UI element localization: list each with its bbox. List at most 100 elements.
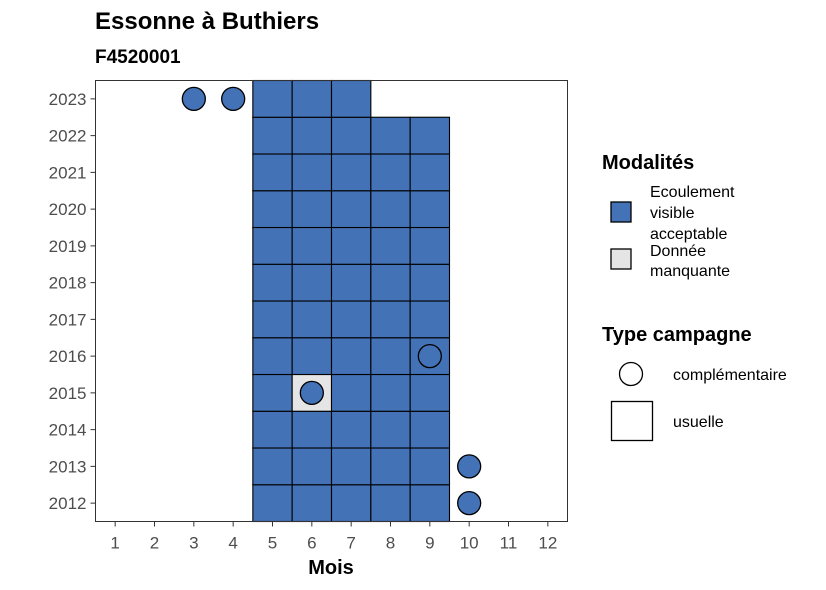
y-tick-label-2013: 2013 — [49, 457, 87, 476]
y-tick-label-2017: 2017 — [49, 310, 87, 329]
x-tick-label-8: 8 — [386, 534, 395, 553]
tile-2012-8 — [370, 484, 411, 523]
point-2023-3 — [181, 86, 206, 112]
tile-2014-5 — [252, 410, 293, 449]
x-tick-label-2: 2 — [150, 534, 159, 553]
point-2016-9 — [417, 343, 442, 369]
legend-key-complementaire — [618, 361, 644, 387]
y-tick-label-2012: 2012 — [49, 494, 87, 513]
y-tick-label-2022: 2022 — [49, 127, 87, 146]
x-axis: 1 2 3 4 5 6 7 8 9 10 11 12 — [110, 521, 557, 553]
tile-2022-7 — [330, 116, 372, 155]
legend-key-donnee-manquante — [610, 248, 632, 270]
tile-2021-5 — [252, 153, 293, 192]
tile-2017-9 — [409, 300, 451, 339]
y-tick-label-2015: 2015 — [49, 384, 87, 403]
x-tick-label-7: 7 — [346, 534, 355, 553]
tile-2022-9 — [409, 116, 451, 155]
y-tick-label-2023: 2023 — [49, 90, 87, 109]
tile-2021-9 — [409, 153, 451, 192]
x-tick-label-3: 3 — [189, 534, 198, 553]
y-axis: 2012 2013 2014 2015 2016 2017 2018 2019 2020 2021… — [49, 90, 96, 513]
tile-2022-6 — [291, 116, 333, 155]
legend-label-complementaire: complémentaire — [673, 367, 787, 384]
y-tick-label-2014: 2014 — [49, 421, 87, 440]
tile-2022-8 — [370, 116, 411, 155]
tile-2013-9 — [409, 447, 451, 486]
legend-label-donnee-line-1: Donnée — [650, 243, 706, 260]
tile-2014-7 — [330, 410, 372, 449]
tile-2020-9 — [409, 190, 451, 229]
legend-label-donnee-line-2: manquante — [650, 263, 730, 280]
legend-label-donnee-manquante: Donnée manquante — [650, 243, 730, 280]
tile-2018-8 — [370, 263, 411, 302]
tile-2018-7 — [330, 263, 372, 302]
y-tick-label-2020: 2020 — [49, 200, 87, 219]
point-2015-6 — [299, 380, 324, 406]
tile-2021-6 — [291, 153, 333, 192]
y-tick-label-2019: 2019 — [49, 237, 87, 256]
legend-modalites-title: Modalités — [602, 152, 694, 174]
legend-label-ecoulement: Ecoulement visible acceptable — [650, 184, 739, 243]
tile-2015-8 — [370, 373, 411, 412]
x-tick-label-5: 5 — [268, 534, 277, 553]
tile-2014-9 — [409, 410, 451, 449]
legend-label-ecoulement-line-2: visible — [650, 205, 695, 222]
tile-2017-7 — [330, 300, 372, 339]
x-tick-label-1: 1 — [110, 534, 119, 553]
tile-2014-8 — [370, 410, 411, 449]
tile-2015-7 — [330, 373, 372, 412]
tile-2018-9 — [409, 263, 451, 302]
x-tick-label-4: 4 — [228, 534, 237, 553]
tile-2013-5 — [252, 447, 293, 486]
tile-2012-6 — [291, 484, 333, 523]
tile-2012-7 — [330, 484, 372, 523]
tile-2019-9 — [409, 226, 451, 265]
legend-key-usuelle — [610, 400, 654, 442]
tile-2023-6 — [291, 79, 333, 118]
tile-2021-7 — [330, 153, 372, 192]
tile-2019-6 — [291, 226, 333, 265]
tile-2017-5 — [252, 300, 293, 339]
tile-2023-7 — [330, 79, 372, 118]
chart-subtitle: F4520001 — [95, 47, 181, 68]
tile-2022-5 — [252, 116, 293, 155]
tile-2019-7 — [330, 226, 372, 265]
tile-2013-8 — [370, 447, 411, 486]
y-tick-label-2018: 2018 — [49, 274, 87, 293]
tile-2016-8 — [370, 337, 411, 376]
legend-key-ecoulement — [610, 201, 632, 223]
y-tick-label-2021: 2021 — [49, 163, 87, 182]
tiles-layer — [252, 79, 451, 523]
x-tick-label-10: 10 — [460, 534, 479, 553]
x-tick-label-9: 9 — [425, 534, 434, 553]
point-2023-4 — [221, 86, 246, 112]
tile-2018-5 — [252, 263, 293, 302]
tile-2012-9 — [409, 484, 451, 523]
tile-2016-5 — [252, 337, 293, 376]
tile-2014-6 — [291, 410, 333, 449]
tile-2013-7 — [330, 447, 372, 486]
legend-type-title: Type campagne — [602, 324, 752, 346]
tile-2019-5 — [252, 226, 293, 265]
point-2013-10 — [457, 454, 482, 479]
legend-label-ecoulement-line-1: Ecoulement — [650, 184, 735, 201]
tile-2017-8 — [370, 300, 411, 339]
tile-2016-7 — [330, 337, 372, 376]
points-layer — [181, 86, 482, 516]
x-axis-title: Mois — [308, 557, 354, 579]
tile-2017-6 — [291, 300, 333, 339]
tile-2020-5 — [252, 190, 293, 229]
x-tick-label-11: 11 — [500, 534, 518, 553]
tile-2015-9 — [409, 373, 451, 412]
tile-2021-8 — [370, 153, 411, 192]
x-tick-label-6: 6 — [307, 534, 316, 553]
tile-2015-5 — [252, 373, 293, 412]
tile-2019-8 — [370, 226, 411, 265]
point-2012-10 — [457, 490, 482, 516]
tile-2020-7 — [330, 190, 372, 229]
legend-label-ecoulement-line-3: acceptable — [650, 226, 727, 243]
chart-title: Essonne à Buthiers — [95, 8, 319, 35]
legend: Modalités Ecoulement visible acceptable … — [602, 152, 787, 442]
